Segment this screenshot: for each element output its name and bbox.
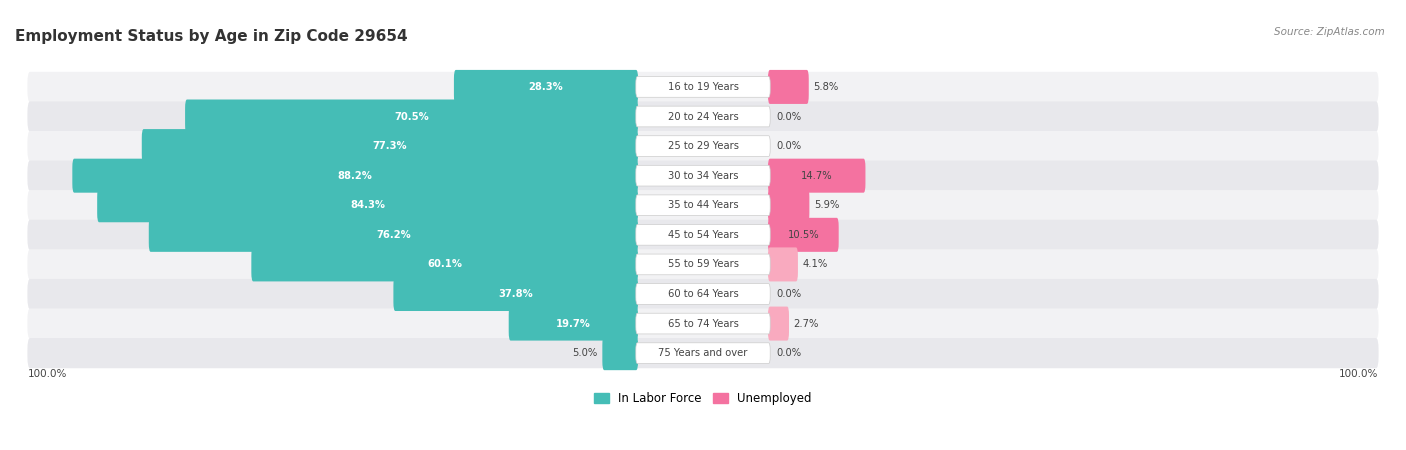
Text: 45 to 54 Years: 45 to 54 Years: [668, 230, 738, 240]
Text: 70.5%: 70.5%: [394, 112, 429, 122]
FancyBboxPatch shape: [28, 249, 1378, 279]
Text: 60.1%: 60.1%: [427, 259, 463, 270]
FancyBboxPatch shape: [28, 190, 1378, 220]
Text: 100.0%: 100.0%: [1339, 369, 1378, 379]
FancyBboxPatch shape: [28, 101, 1378, 131]
Text: 0.0%: 0.0%: [776, 141, 801, 151]
FancyBboxPatch shape: [28, 161, 1378, 191]
Text: 14.7%: 14.7%: [801, 171, 832, 180]
FancyBboxPatch shape: [28, 220, 1378, 250]
Text: 0.0%: 0.0%: [776, 348, 801, 358]
Text: 88.2%: 88.2%: [337, 171, 373, 180]
FancyBboxPatch shape: [636, 313, 770, 334]
Text: 37.8%: 37.8%: [498, 289, 533, 299]
FancyBboxPatch shape: [28, 72, 1378, 102]
FancyBboxPatch shape: [72, 159, 638, 193]
Text: 35 to 44 Years: 35 to 44 Years: [668, 200, 738, 210]
Text: 76.2%: 76.2%: [375, 230, 411, 240]
Text: 28.3%: 28.3%: [529, 82, 564, 92]
FancyBboxPatch shape: [602, 336, 638, 370]
FancyBboxPatch shape: [636, 106, 770, 127]
Text: 5.0%: 5.0%: [572, 348, 598, 358]
FancyBboxPatch shape: [636, 225, 770, 245]
Legend: In Labor Force, Unemployed: In Labor Force, Unemployed: [589, 387, 817, 410]
FancyBboxPatch shape: [768, 248, 799, 281]
Text: 77.3%: 77.3%: [373, 141, 408, 151]
Text: 65 to 74 Years: 65 to 74 Years: [668, 319, 738, 328]
Text: 16 to 19 Years: 16 to 19 Years: [668, 82, 738, 92]
Text: 25 to 29 Years: 25 to 29 Years: [668, 141, 738, 151]
Text: 5.8%: 5.8%: [813, 82, 838, 92]
FancyBboxPatch shape: [636, 343, 770, 364]
FancyBboxPatch shape: [768, 218, 839, 252]
FancyBboxPatch shape: [509, 306, 638, 341]
Text: 5.9%: 5.9%: [814, 200, 839, 210]
FancyBboxPatch shape: [768, 159, 866, 193]
Text: 30 to 34 Years: 30 to 34 Years: [668, 171, 738, 180]
FancyBboxPatch shape: [768, 70, 808, 104]
FancyBboxPatch shape: [636, 165, 770, 186]
FancyBboxPatch shape: [97, 188, 638, 222]
Text: 55 to 59 Years: 55 to 59 Years: [668, 259, 738, 270]
Text: 0.0%: 0.0%: [776, 112, 801, 122]
FancyBboxPatch shape: [142, 129, 638, 163]
Text: 2.7%: 2.7%: [793, 319, 818, 328]
FancyBboxPatch shape: [28, 279, 1378, 309]
FancyBboxPatch shape: [636, 136, 770, 157]
FancyBboxPatch shape: [636, 195, 770, 216]
Text: 19.7%: 19.7%: [555, 319, 591, 328]
FancyBboxPatch shape: [636, 284, 770, 304]
Text: 4.1%: 4.1%: [803, 259, 828, 270]
Text: 60 to 64 Years: 60 to 64 Years: [668, 289, 738, 299]
FancyBboxPatch shape: [252, 248, 638, 281]
FancyBboxPatch shape: [28, 131, 1378, 161]
FancyBboxPatch shape: [768, 188, 810, 222]
FancyBboxPatch shape: [768, 306, 789, 341]
Text: Employment Status by Age in Zip Code 29654: Employment Status by Age in Zip Code 296…: [15, 28, 408, 44]
Text: 75 Years and over: 75 Years and over: [658, 348, 748, 358]
FancyBboxPatch shape: [394, 277, 638, 311]
FancyBboxPatch shape: [149, 218, 638, 252]
FancyBboxPatch shape: [636, 76, 770, 97]
Text: 20 to 24 Years: 20 to 24 Years: [668, 112, 738, 122]
Text: 100.0%: 100.0%: [28, 369, 67, 379]
Text: 0.0%: 0.0%: [776, 289, 801, 299]
Text: 84.3%: 84.3%: [350, 200, 385, 210]
FancyBboxPatch shape: [28, 338, 1378, 368]
FancyBboxPatch shape: [636, 254, 770, 275]
Text: Source: ZipAtlas.com: Source: ZipAtlas.com: [1274, 27, 1385, 37]
FancyBboxPatch shape: [186, 99, 638, 134]
FancyBboxPatch shape: [28, 309, 1378, 339]
FancyBboxPatch shape: [454, 70, 638, 104]
Text: 10.5%: 10.5%: [787, 230, 820, 240]
